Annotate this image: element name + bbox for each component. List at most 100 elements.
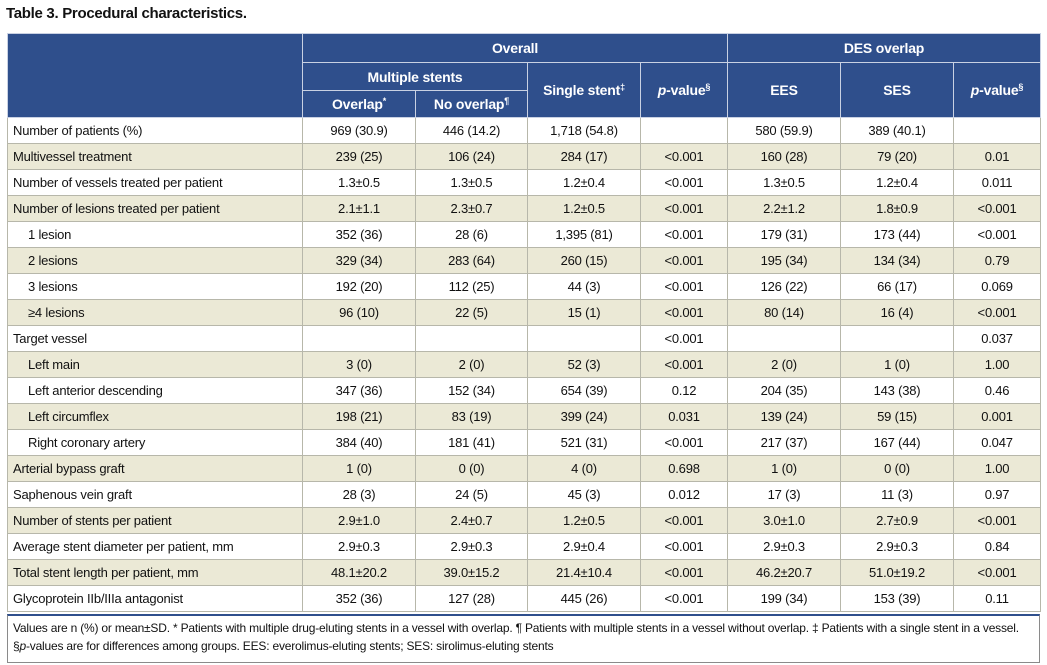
cell: 21.4±10.4 <box>527 559 641 586</box>
row-label: 1 lesion <box>7 221 303 248</box>
cell: 260 (15) <box>527 247 641 274</box>
row-label: Glycoprotein IIb/IIIa antagonist <box>7 585 303 612</box>
cell: 1.3±0.5 <box>415 169 528 196</box>
cell: 969 (30.9) <box>302 117 416 144</box>
cell-value: 399 (24) <box>560 409 608 424</box>
cell: 2 (0) <box>415 351 528 378</box>
cell-value: 3 (0) <box>346 357 372 372</box>
column-header: No overlap¶ <box>415 90 528 118</box>
cell: 199 (34) <box>727 585 842 612</box>
cell-value: 0.698 <box>668 461 700 476</box>
cell: <0.001 <box>639 169 729 196</box>
cell-value: 1,718 (54.8) <box>550 123 618 138</box>
cell: 45 (3) <box>527 481 641 508</box>
header-text: Single stent <box>543 82 621 98</box>
row-label: ≥4 lesions <box>7 299 303 326</box>
row-label: Average stent diameter per patient, mm <box>7 533 303 560</box>
cell-value: 352 (36) <box>335 591 383 606</box>
subgroup-header: Multiple stents <box>302 62 528 91</box>
cell-value: 167 (44) <box>873 435 921 450</box>
cell-value: 0.12 <box>671 383 697 398</box>
cell: <0.001 <box>639 299 729 326</box>
cell: 0.698 <box>639 455 729 482</box>
cell-value: <0.001 <box>664 227 704 242</box>
row-label: Right coronary artery <box>7 429 303 456</box>
cell-value: 1.00 <box>984 357 1010 372</box>
row-label: Number of patients (%) <box>7 117 303 144</box>
cell: 521 (31) <box>527 429 641 456</box>
header-row: Multiple stents Single stent‡ p-value§ EES S… <box>8 62 1042 118</box>
cell: 0.11 <box>953 585 1042 612</box>
cell: <0.001 <box>639 325 729 352</box>
cell-value: 2.1±1.1 <box>338 201 380 216</box>
cell-value: 127 (28) <box>448 591 495 606</box>
cell: 2.4±0.7 <box>415 507 528 534</box>
cell: 389 (40.1) <box>840 117 955 144</box>
cell: 0.01 <box>953 143 1042 170</box>
cell: 181 (41) <box>415 429 528 456</box>
cell-value: 24 (5) <box>455 487 488 502</box>
cell: 0.031 <box>639 403 729 430</box>
cell: 179 (31) <box>727 221 842 248</box>
cell: 1.3±0.5 <box>302 169 416 196</box>
header-text: -value <box>979 82 1019 98</box>
cell: <0.001 <box>639 221 729 248</box>
cell <box>840 325 955 352</box>
cell-value: 0.11 <box>985 591 1009 606</box>
cell-value: 126 (22) <box>760 279 808 294</box>
cell-value: 80 (14) <box>764 305 804 320</box>
cell-value: 2.3±0.7 <box>450 201 493 216</box>
cell-value: 153 (39) <box>873 591 921 606</box>
cell: 15 (1) <box>527 299 641 326</box>
cell-value: 4 (0) <box>571 461 597 476</box>
cell-value: <0.001 <box>664 253 704 268</box>
cell-value: <0.001 <box>664 305 704 320</box>
cell-value: <0.001 <box>664 513 704 528</box>
cell: <0.001 <box>953 221 1042 248</box>
cell-value: 0.001 <box>981 409 1013 424</box>
cell-value: 1.00 <box>984 461 1010 476</box>
cell: 2.7±0.9 <box>840 507 955 534</box>
cell-value: <0.001 <box>977 565 1017 580</box>
cell: 0.001 <box>953 403 1042 430</box>
cell: 2.9±1.0 <box>302 507 416 534</box>
cell-value: 2.9±0.3 <box>450 539 493 554</box>
cell-value: 21.4±10.4 <box>556 565 612 580</box>
cell: 24 (5) <box>415 481 528 508</box>
cell-value: 389 (40.1) <box>868 123 926 138</box>
cell-value: 384 (40) <box>335 435 383 450</box>
cell-value: 1,395 (81) <box>555 227 613 242</box>
cell-value: 139 (24) <box>760 409 808 424</box>
cell-value: 239 (25) <box>335 149 383 164</box>
column-header: EES <box>727 62 842 118</box>
table-row: Left circumflex 198 (21) 83 (19) 399 (24) 0.… <box>7 403 1042 430</box>
cell-value: 204 (35) <box>760 383 808 398</box>
row-label: Multivessel treatment <box>7 143 303 170</box>
cell: 112 (25) <box>415 273 528 300</box>
cell: <0.001 <box>639 351 729 378</box>
header-row: Overall DES overlap <box>7 33 1042 118</box>
cell-value: 192 (20) <box>335 279 383 294</box>
cell-value: 1 (0) <box>771 461 797 476</box>
table-row: Saphenous vein graft 28 (3) 24 (5) 45 (3) 0.… <box>7 481 1042 508</box>
cell-value: 83 (19) <box>451 409 492 424</box>
cell: 3.0±1.0 <box>727 507 842 534</box>
cell: 399 (24) <box>527 403 641 430</box>
cell: 2.9±0.3 <box>840 533 955 560</box>
cell: 198 (21) <box>302 403 416 430</box>
cell-value: 48.1±20.2 <box>331 565 387 580</box>
cell-value: 1.3±0.5 <box>763 175 805 190</box>
cell: 0.84 <box>953 533 1042 560</box>
cell: <0.001 <box>639 273 729 300</box>
cell: <0.001 <box>639 247 729 274</box>
table-row: Number of patients (%) 969 (30.9) 446 (14.… <box>7 117 1042 144</box>
cell-value: 969 (30.9) <box>330 123 388 138</box>
cell-value: 2.7±0.9 <box>876 513 918 528</box>
cell-value: 2.9±0.3 <box>876 539 918 554</box>
cell-value: 11 (3) <box>881 487 913 502</box>
cell-value: 181 (41) <box>448 435 495 450</box>
cell <box>302 325 416 352</box>
cell-value: 1.2±0.4 <box>876 175 918 190</box>
cell-value: <0.001 <box>664 357 704 372</box>
